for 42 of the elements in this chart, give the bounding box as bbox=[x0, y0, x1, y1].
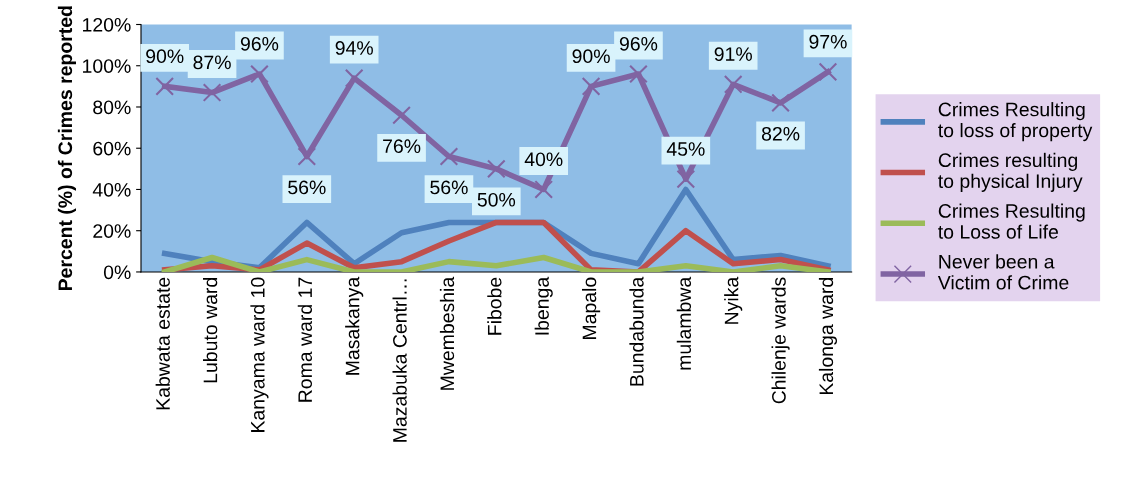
legend-label: Crimes Resulting to loss of property bbox=[938, 102, 1093, 142]
x-tick-label: mulambwa bbox=[676, 276, 692, 370]
y-tick-label: 20% bbox=[93, 224, 131, 238]
data-label: 91% bbox=[714, 47, 752, 62]
x-tick-label: Lubuto ward bbox=[203, 278, 218, 383]
x-tick-label: Chilenje wards bbox=[771, 277, 790, 404]
x-tick-label: Mapalo bbox=[582, 277, 601, 339]
y-tick-label: 80% bbox=[93, 100, 131, 115]
data-label: 90% bbox=[146, 49, 184, 64]
x-tick-label: Roma ward 17 bbox=[297, 277, 313, 402]
data-label: 97% bbox=[809, 34, 847, 49]
data-label: 94% bbox=[335, 41, 373, 55]
data-label: 90% bbox=[572, 49, 610, 64]
x-tick-label: Mwembeshia bbox=[439, 276, 455, 390]
x-tick-label: Kabwata estate bbox=[155, 277, 170, 410]
x-tick-label: Nyika bbox=[724, 276, 743, 324]
legend-label: Crimes Resulting to Loss of Life bbox=[938, 203, 1085, 239]
x-tick-label: Kanyama ward 10 bbox=[250, 277, 269, 432]
x-tick-label: Fibobe bbox=[487, 277, 502, 335]
data-label: 50% bbox=[477, 192, 516, 207]
data-label: 56% bbox=[430, 180, 468, 195]
data-label: 40% bbox=[524, 152, 563, 167]
x-tick-label: Kalonga ward bbox=[818, 278, 838, 395]
x-tick-label: Masakanya bbox=[345, 276, 364, 375]
x-tick-label: Ibenga bbox=[534, 276, 553, 335]
data-label: 87% bbox=[193, 55, 231, 70]
data-label: 56% bbox=[288, 180, 326, 195]
legend-label: Crimes resulting to physical Injury bbox=[938, 152, 1083, 192]
y-tick-label: 120% bbox=[83, 17, 131, 32]
data-label: 76% bbox=[383, 139, 421, 154]
data-label: 45% bbox=[666, 142, 705, 156]
x-tick-label: Bundabunda bbox=[629, 276, 644, 386]
y-tick-label: 40% bbox=[92, 182, 131, 197]
data-label: 82% bbox=[761, 126, 800, 141]
legend-label: Never been a Victim of Crime bbox=[937, 254, 1069, 290]
y-tick-label: 60% bbox=[93, 141, 131, 156]
y-axis-title: Percent (%) of Crimes reported bbox=[57, 6, 76, 291]
y-tick-label: 0% bbox=[103, 265, 131, 280]
data-label: 96% bbox=[619, 36, 658, 51]
x-tick-label: Mazabuka Centrl… bbox=[392, 279, 407, 442]
y-tick-label: 100% bbox=[83, 59, 131, 73]
data-label: 96% bbox=[240, 36, 279, 51]
